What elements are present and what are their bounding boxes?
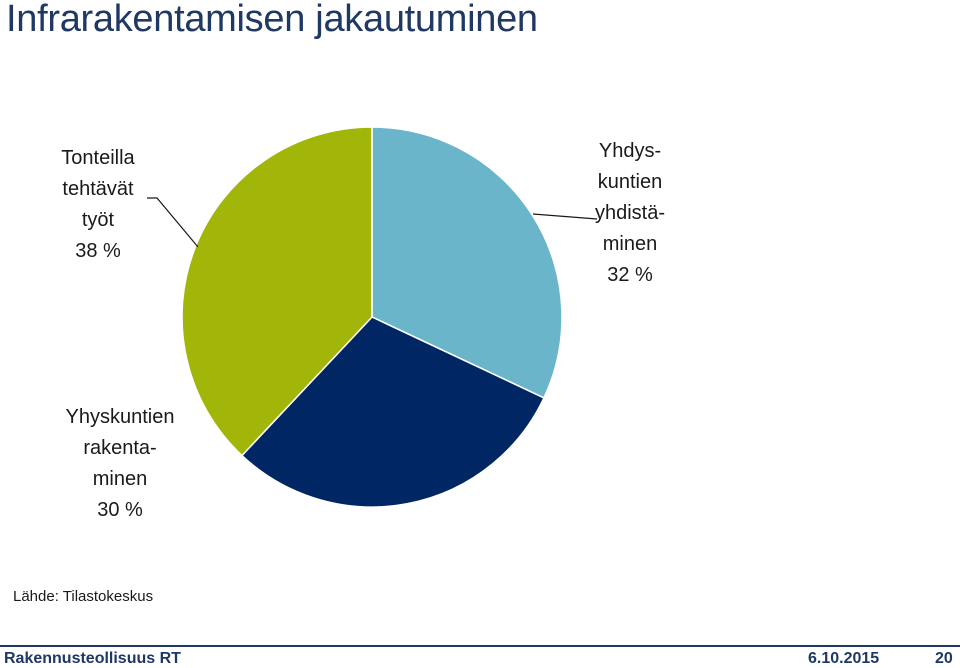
pie-slice-0 (371, 126, 563, 399)
footer-date: 6.10.2015 (808, 650, 880, 667)
slice-label-yhdyskuntien-yhdistaminen: Yhdys-kuntien yhdistä-minen 32 % (560, 136, 700, 291)
source-note: Lähde: Tilastokeskus (13, 588, 154, 605)
leader-line-slice-2 (147, 197, 199, 248)
slice-label-line: Yhyskuntien (65, 406, 175, 428)
pie-slice-2 (181, 126, 373, 457)
slice-label-line: minen (92, 468, 148, 490)
slice-label-line: yhdistä- (594, 202, 666, 224)
slice-label-line: Yhdys- (598, 140, 662, 162)
slice-label-line: Tonteilla (61, 147, 135, 169)
footer-company: Rakennusteollisuus RT (4, 650, 181, 667)
slice-label-tonteilla-tehtavat-tyot: Tonteilla tehtävät työt 38 % (28, 143, 168, 267)
slice-label-line: rakenta- (83, 437, 157, 459)
leader-line-slice-0 (532, 213, 598, 220)
page-title: Infrarakentamisen jakautuminen (6, 0, 538, 40)
pie-slice-1 (240, 316, 545, 508)
slice-label-line: 32 % (607, 264, 653, 286)
slice-label-line: työt (81, 209, 115, 231)
slice-label-line: kuntien (597, 171, 663, 193)
slice-label-line: tehtävät (62, 178, 134, 200)
slice-label-line: minen (602, 233, 658, 255)
slice-label-yhyskuntien-rakentaminen: Yhyskuntien rakenta-minen 30 % (40, 402, 200, 526)
slice-label-line: 30 % (97, 499, 143, 521)
slice-label-line: 38 % (75, 240, 121, 262)
footer-page-number: 20 (935, 650, 953, 667)
footer-divider (0, 645, 960, 647)
